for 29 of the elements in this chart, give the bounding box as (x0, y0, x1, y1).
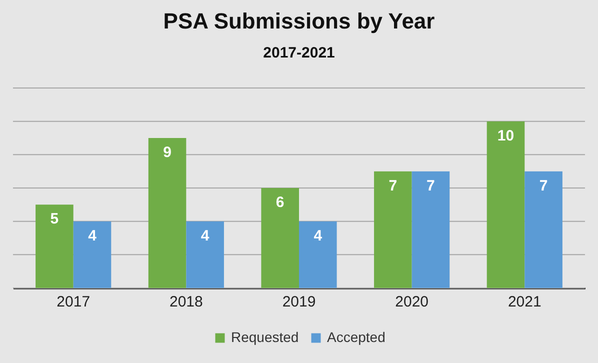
bar (299, 221, 337, 288)
x-tick-label: 2020 (395, 294, 429, 310)
bar (412, 171, 450, 288)
data-label: 4 (88, 227, 98, 244)
x-tick-label: 2021 (508, 294, 542, 310)
data-label: 6 (276, 194, 284, 211)
chart-title: PSA Submissions by Year (163, 8, 436, 34)
bar (261, 188, 299, 288)
data-label: 7 (388, 177, 398, 194)
data-label: 9 (163, 144, 172, 161)
bar (148, 138, 186, 288)
legend-label: Accepted (327, 329, 386, 345)
data-label: 10 (497, 127, 514, 144)
bar (73, 221, 112, 288)
x-tick-label: 2018 (169, 294, 203, 310)
data-label: 7 (539, 177, 548, 194)
bar (374, 171, 412, 288)
bar (524, 171, 562, 288)
data-label: 5 (50, 210, 59, 228)
bar (186, 221, 224, 288)
chart-subtitle: 2017-2021 (263, 44, 335, 62)
data-label: 7 (426, 177, 435, 194)
data-label: 4 (314, 227, 323, 244)
data-label: 4 (200, 227, 210, 244)
legend-label: Requested (231, 329, 299, 345)
bar (36, 204, 74, 288)
bar (486, 121, 525, 288)
x-tick-label: 2019 (282, 294, 316, 310)
x-tick-label: 2017 (56, 294, 90, 310)
